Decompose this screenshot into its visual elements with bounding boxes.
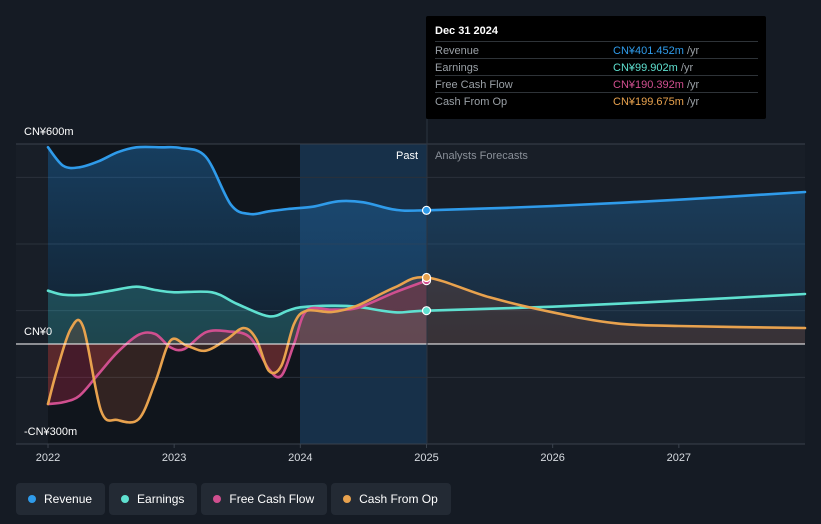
- tooltip-row-free-cash-flow: Free Cash Flow CN¥190.392m /yr: [435, 75, 758, 93]
- legend-dot-icon: [121, 495, 129, 503]
- legend-item-cash-from-op[interactable]: Cash From Op: [331, 483, 451, 515]
- legend-label: Cash From Op: [359, 492, 438, 506]
- tooltip-unit: /yr: [687, 45, 699, 57]
- marker-revenue: [423, 206, 431, 214]
- tooltip-row-earnings: Earnings CN¥99.902m /yr: [435, 58, 758, 76]
- tooltip-row-value: CN¥199.675m /yr: [613, 96, 699, 108]
- tooltip-row-cash-from-op: Cash From Op CN¥199.675m /yr: [435, 92, 758, 110]
- tooltip-date: Dec 31 2024: [435, 25, 498, 37]
- tooltip-row-name: Revenue: [435, 45, 479, 57]
- legend-item-revenue[interactable]: Revenue: [16, 483, 105, 515]
- forecast-label: Analysts Forecasts: [435, 150, 528, 162]
- y-label-top: CN¥600m: [24, 126, 74, 138]
- legend-item-free-cash-flow[interactable]: Free Cash Flow: [201, 483, 327, 515]
- marker-earnings: [423, 307, 431, 315]
- x-tick-label: 2022: [36, 452, 60, 464]
- tooltip-unit: /yr: [687, 96, 699, 108]
- x-tick-label: 2025: [414, 452, 438, 464]
- tooltip-unit: /yr: [687, 79, 699, 91]
- x-tick-label: 2024: [288, 452, 312, 464]
- y-label-zero: CN¥0: [24, 326, 52, 338]
- legend-label: Free Cash Flow: [229, 492, 314, 506]
- x-tick-label: 2023: [162, 452, 186, 464]
- y-label-bottom: -CN¥300m: [24, 426, 77, 438]
- marker-cash-from-op: [423, 273, 431, 281]
- tooltip-row-revenue: Revenue CN¥401.452m /yr: [435, 41, 758, 59]
- tooltip-row-name: Free Cash Flow: [435, 79, 513, 91]
- tooltip-row-name: Earnings: [435, 62, 478, 74]
- tooltip-value-text: CN¥401.452m: [613, 45, 684, 57]
- tooltip-row-value: CN¥190.392m /yr: [613, 79, 699, 91]
- legend-dot-icon: [343, 495, 351, 503]
- tooltip-unit: /yr: [681, 62, 693, 74]
- tooltip-row-value: CN¥99.902m /yr: [613, 62, 693, 74]
- tooltip-row-value: CN¥401.452m /yr: [613, 45, 699, 57]
- legend-label: Revenue: [44, 492, 92, 506]
- legend-dot-icon: [28, 495, 36, 503]
- x-tick-label: 2026: [540, 452, 564, 464]
- tooltip-value-text: CN¥199.675m: [613, 96, 684, 108]
- past-label: Past: [396, 150, 418, 162]
- legend-item-earnings[interactable]: Earnings: [109, 483, 197, 515]
- legend-label: Earnings: [137, 492, 184, 506]
- tooltip: Dec 31 2024 Revenue CN¥401.452m /yr Earn…: [426, 16, 766, 119]
- legend-dot-icon: [213, 495, 221, 503]
- x-tick-label: 2027: [667, 452, 691, 464]
- tooltip-row-name: Cash From Op: [435, 96, 507, 108]
- tooltip-value-text: CN¥190.392m: [613, 79, 684, 91]
- tooltip-value-text: CN¥99.902m: [613, 62, 678, 74]
- legend: Revenue Earnings Free Cash Flow Cash Fro…: [16, 483, 451, 515]
